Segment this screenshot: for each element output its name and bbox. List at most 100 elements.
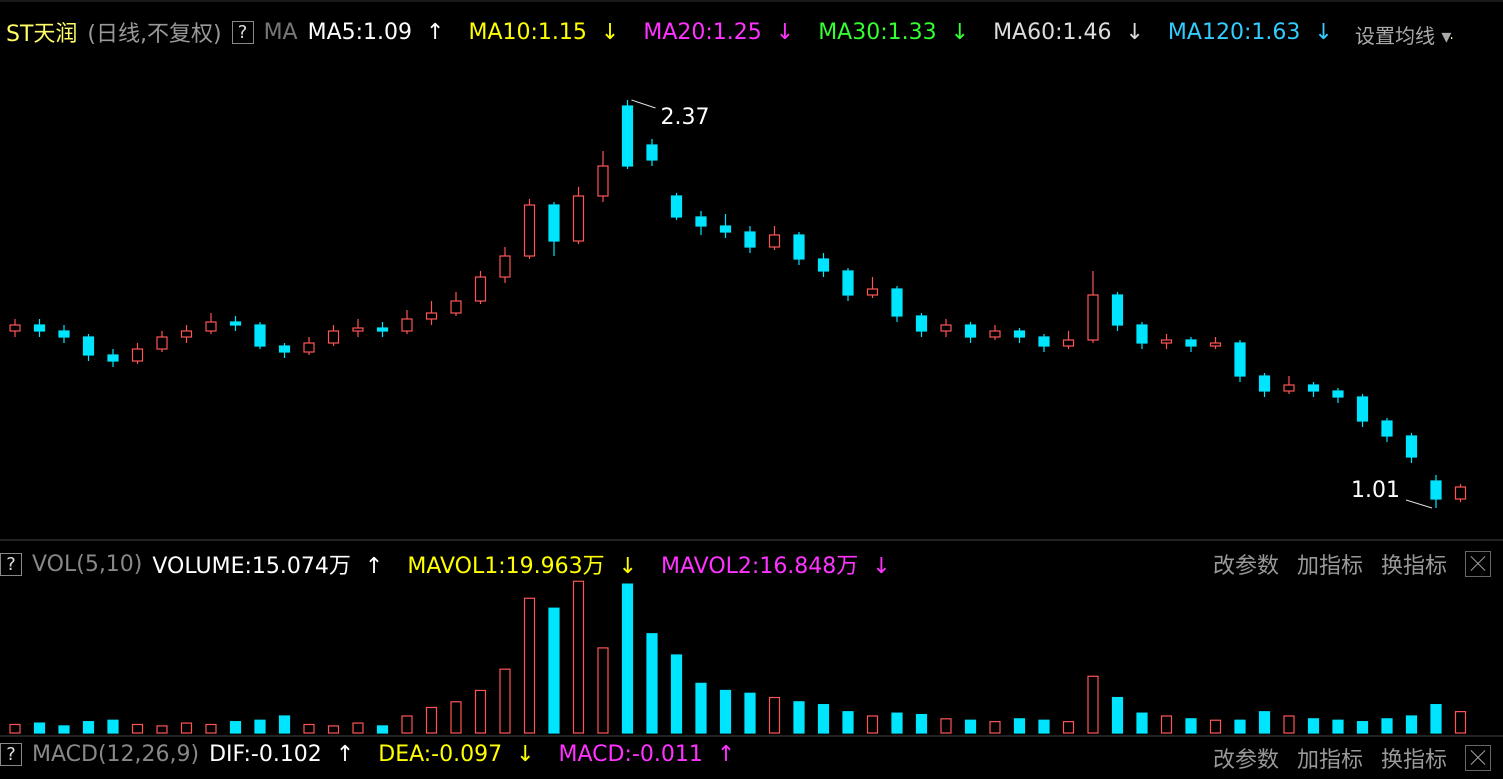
indicator-value: VOLUME:15.074万 <box>152 554 351 579</box>
volume-bar <box>254 719 266 734</box>
candle-body <box>1283 384 1295 392</box>
volume-bar <box>940 718 952 734</box>
volume-bar <box>1062 721 1075 734</box>
candle-body <box>1087 294 1099 341</box>
candle-body <box>303 342 315 353</box>
candle-body <box>425 312 438 320</box>
candle-body <box>474 276 487 302</box>
volume-bar <box>891 712 903 734</box>
panel-button[interactable]: 加指标 <box>1296 554 1363 579</box>
help-button[interactable]: ? <box>231 20 254 44</box>
annotation-arrow <box>631 99 656 109</box>
indicator-value: MA60:1.46 <box>993 19 1112 45</box>
volume-bar <box>719 689 732 734</box>
candle-body <box>82 336 95 356</box>
close-button[interactable] <box>1465 551 1491 577</box>
indicator-value: DEA:-0.097 <box>378 742 503 767</box>
panel-button[interactable]: 改参数 <box>1212 748 1279 773</box>
volume-bar <box>817 704 830 734</box>
volume-bar <box>1038 719 1050 734</box>
ma-settings-text[interactable]: 设置均线 <box>1355 24 1435 48</box>
candle-body <box>1454 486 1467 500</box>
panel-button[interactable]: 换指标 <box>1380 748 1447 773</box>
candle-body <box>327 330 340 344</box>
candle-body <box>793 234 805 260</box>
trend-arrow: ↓ <box>950 19 970 45</box>
candle-body <box>107 354 119 362</box>
volume-bar <box>425 706 438 734</box>
candle-body <box>670 195 683 218</box>
volume-title: VOL(5,10) <box>32 551 143 577</box>
volume-bar <box>523 597 536 734</box>
trend-arrow: ↓ <box>1314 19 1333 45</box>
candle-body <box>205 321 217 332</box>
volume-bar <box>82 721 95 734</box>
volume-bar <box>352 722 364 734</box>
indicator-value: MACD:-0.011 <box>558 742 703 767</box>
candle-body <box>499 255 511 278</box>
macd-header: ? MACD(12,26,9) DIF:-0.102 ↑ DEA:-0.097 ↓ MA… <box>0 742 759 767</box>
volume-bar <box>205 723 217 734</box>
indicator-value: MAVOL1:19.963万 <box>407 554 605 579</box>
low-label: 1.01 <box>1351 478 1400 503</box>
candle-body <box>621 105 634 167</box>
trend-arrow: ↑ <box>716 742 736 767</box>
volume-bar <box>744 692 756 734</box>
volume-bar <box>1185 718 1197 734</box>
trend-arrow: ↑ <box>426 19 445 45</box>
panel-button[interactable]: 加指标 <box>1296 748 1363 773</box>
volume-bar <box>842 711 854 734</box>
candle-body <box>646 144 658 161</box>
candle-body <box>744 231 756 248</box>
volume-bar <box>621 583 634 734</box>
indicator-value: MA5:1.09 <box>307 19 413 45</box>
candle-body <box>1209 342 1222 347</box>
volume-bar <box>303 723 315 734</box>
indicator-value: MA10:1.15 <box>468 19 587 45</box>
volume-bar <box>1160 715 1173 734</box>
candle-body <box>1038 336 1050 347</box>
panel-button[interactable]: 换指标 <box>1380 554 1447 579</box>
indicator-item: MAVOL2:16.848万 ↓ <box>661 548 901 580</box>
candle-body <box>33 324 46 332</box>
candle-body <box>1160 339 1173 344</box>
candle-body <box>1307 384 1320 392</box>
panel-button[interactable]: 改参数 <box>1212 554 1279 579</box>
indicator-item: VOLUME:15.074万 ↑ <box>152 548 393 580</box>
indicator-value: MA30:1.33 <box>818 19 937 45</box>
high-label: 2.37 <box>661 105 710 130</box>
volume-bar <box>793 701 805 734</box>
period: (日线,不复权) <box>87 22 222 47</box>
volume-bar <box>1136 712 1148 734</box>
volume-bar <box>915 713 928 734</box>
indicator-item: DEA:-0.097 ↓ <box>378 742 544 767</box>
candle-body <box>719 225 732 233</box>
candle-body <box>866 288 879 296</box>
candle-body <box>817 258 830 272</box>
candle-body <box>842 270 854 296</box>
trend-arrow: ↓ <box>872 554 891 579</box>
help-button[interactable]: ? <box>0 552 22 576</box>
ma-label: MA <box>263 19 298 45</box>
indicator-value: DIF:-0.102 <box>209 742 322 767</box>
candle-body <box>278 345 291 353</box>
ma-settings[interactable]: 设置均线 ▾ <box>1355 20 1452 49</box>
volume-bar <box>548 607 560 734</box>
indicator-item: MA60:1.46 ↓ <box>993 20 1154 45</box>
volume-bar <box>131 723 144 734</box>
volume-bar <box>9 723 21 734</box>
candle-body <box>180 330 193 338</box>
volume-bar <box>278 715 291 734</box>
candle-body <box>450 300 462 314</box>
help-button[interactable]: ? <box>0 743 22 766</box>
indicator-item: MAVOL1:19.963万 ↓ <box>407 548 647 580</box>
volume-bar <box>474 689 487 734</box>
candle-body <box>695 216 707 227</box>
candle-body <box>1013 330 1026 338</box>
close-button[interactable] <box>1465 745 1491 771</box>
trend-arrow: ↑ <box>364 554 384 579</box>
trend-arrow: ↓ <box>516 742 535 767</box>
trend-arrow: ↓ <box>1125 19 1144 45</box>
volume-bar <box>1013 718 1026 734</box>
candle-body <box>229 321 242 326</box>
